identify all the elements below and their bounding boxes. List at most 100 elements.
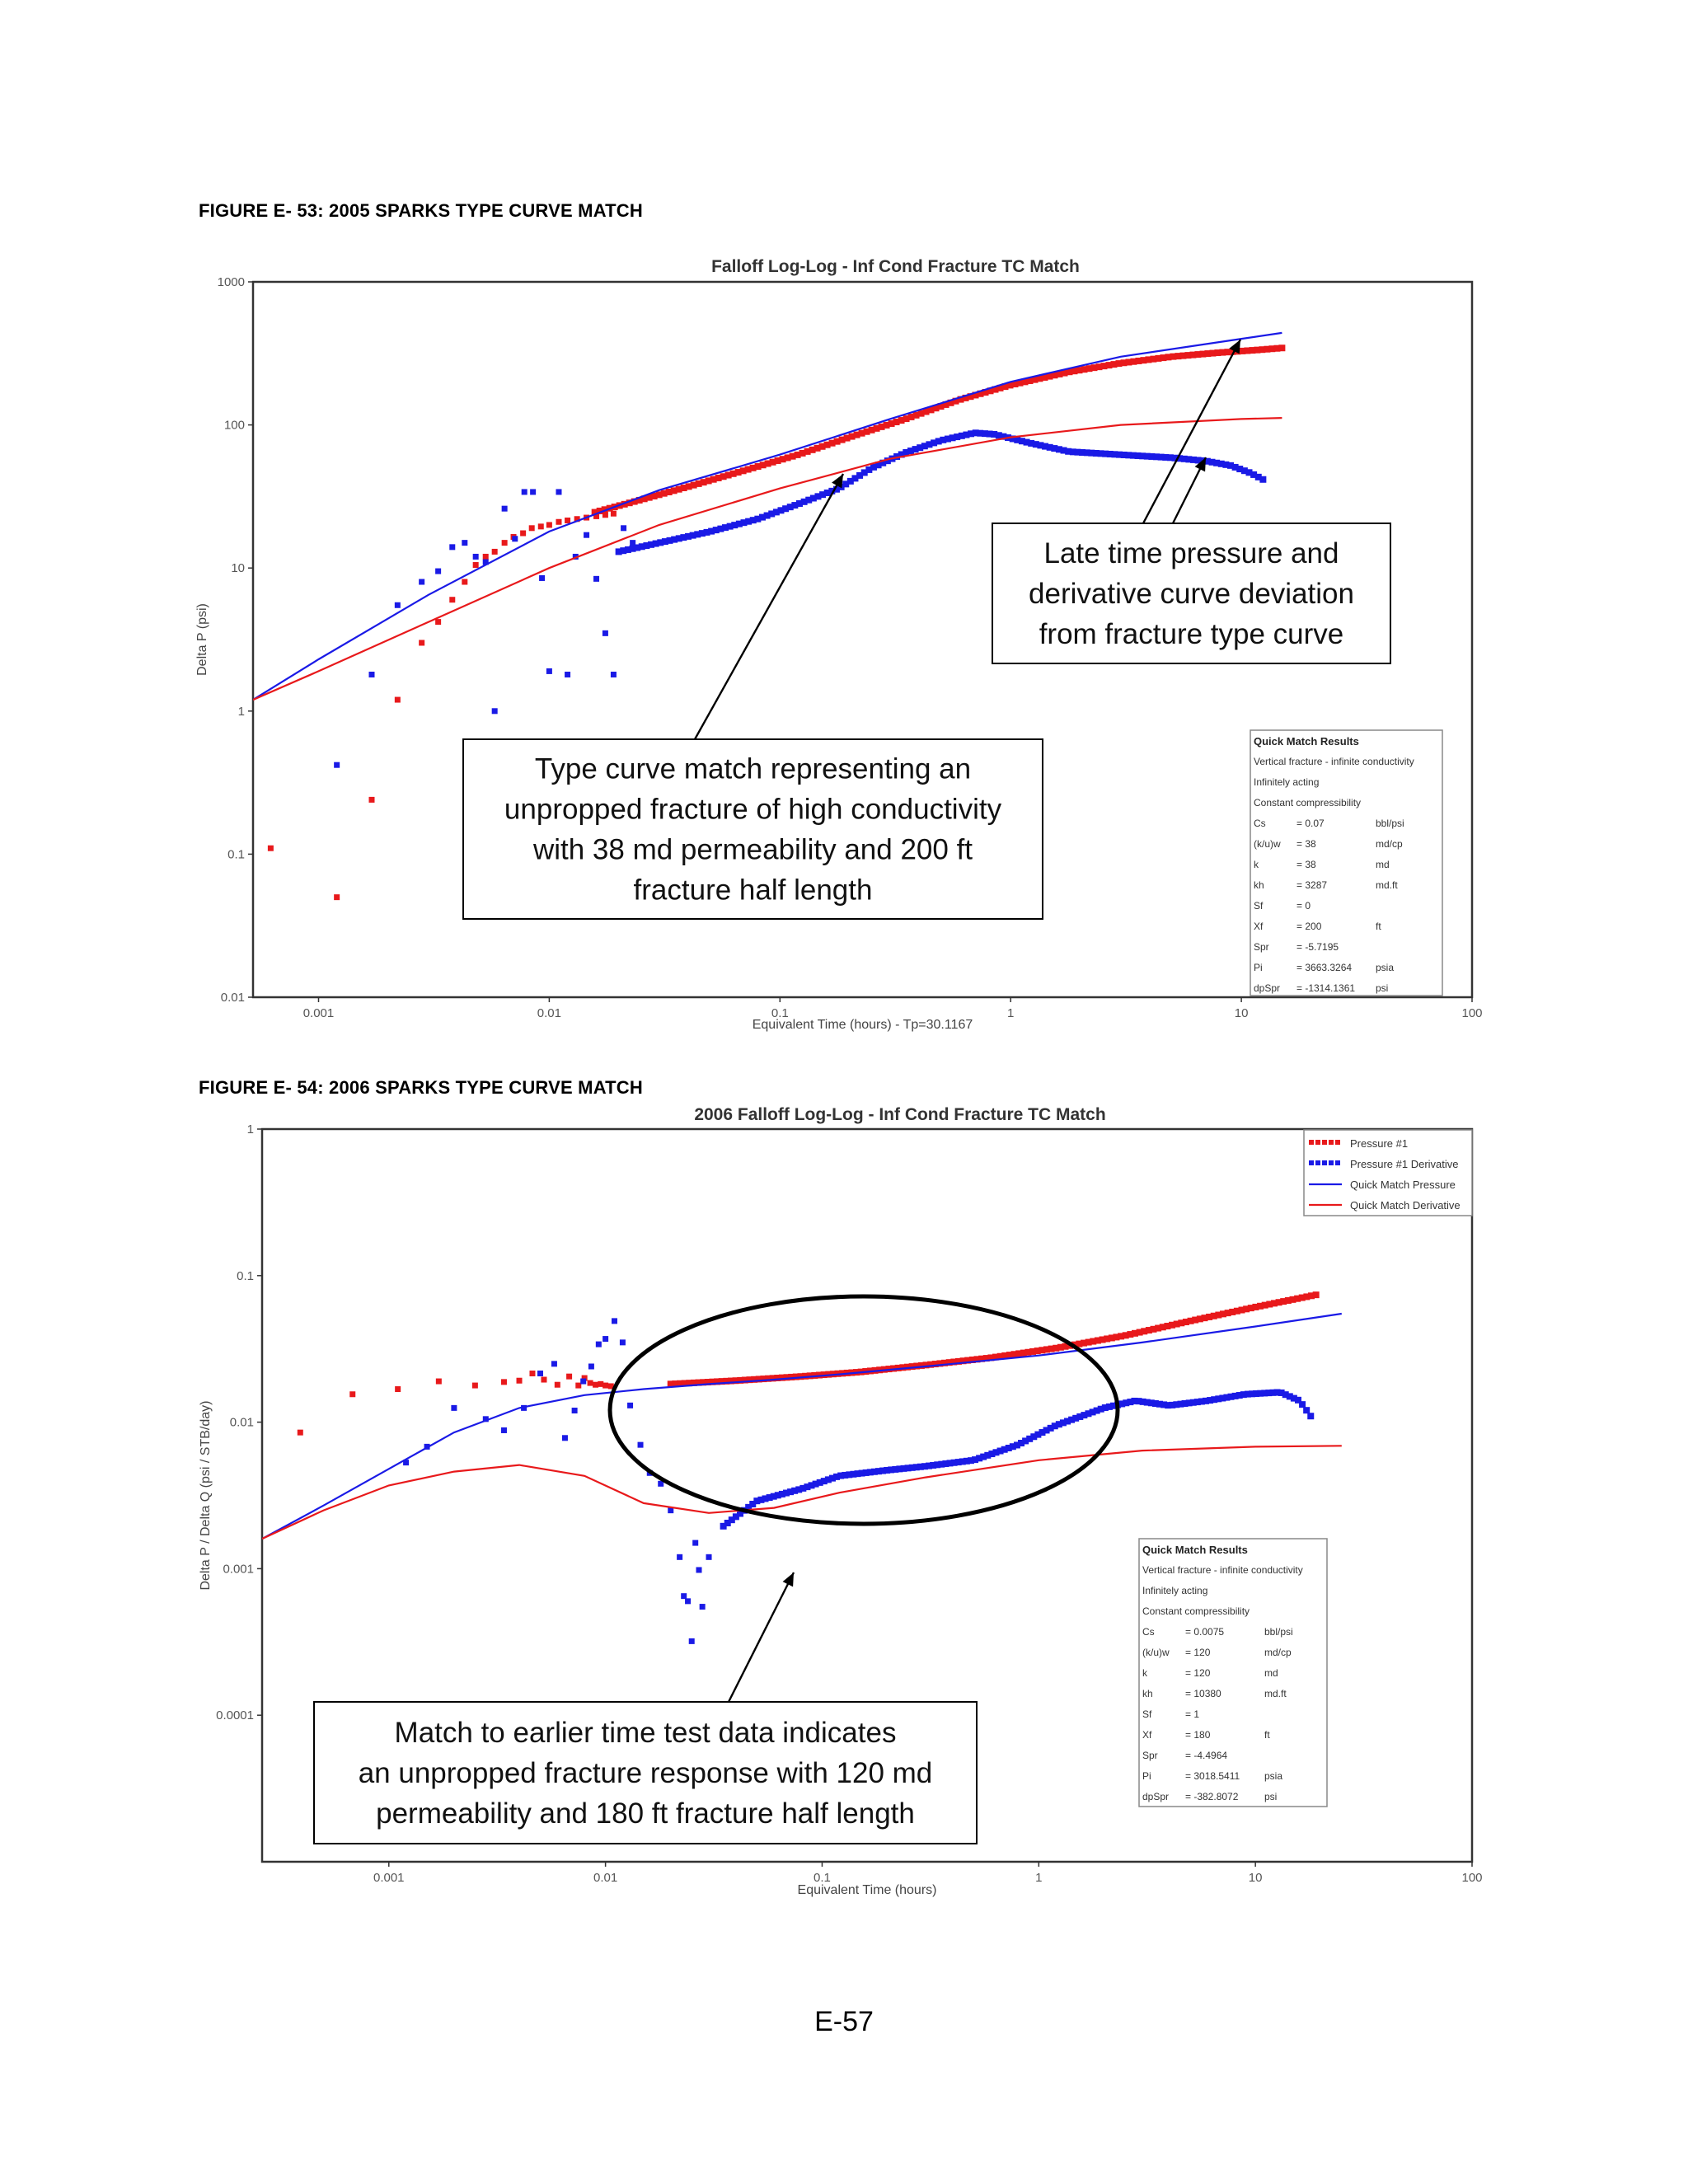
data-point-pressure-1 <box>267 845 274 851</box>
data-point-pressure-1-derivative-late- <box>1153 453 1160 461</box>
data-point-pressure-1-derivative-late- <box>1030 1433 1038 1441</box>
data-point-pressure-1-late- <box>903 415 910 423</box>
data-point-pressure-1-derivative-late- <box>1043 1427 1050 1434</box>
data-point-pressure-1-derivative <box>627 1402 634 1408</box>
series-layer <box>253 331 1286 901</box>
series-line-quick-match-derivative <box>253 417 1282 701</box>
data-point-pressure-1-derivative <box>512 536 518 542</box>
data-point-pressure-1-derivative-late- <box>620 547 627 555</box>
data-point-pressure-1-derivative-late- <box>884 1466 891 1474</box>
data-point-pressure-1 <box>610 510 617 517</box>
data-point-pressure-1-late- <box>858 429 865 437</box>
data-point-pressure-1-derivative-late- <box>1069 448 1076 456</box>
annotation-text: an unpropped fracture response with 120 … <box>359 1757 933 1789</box>
legend-marker <box>1335 1140 1340 1145</box>
data-point-pressure-1-late- <box>665 488 673 495</box>
data-point-pressure-1-derivative-late- <box>762 1495 769 1502</box>
data-point-pressure-1-late- <box>1273 344 1281 352</box>
data-point-pressure-1-derivative-late- <box>954 1459 962 1466</box>
data-point-pressure-1-derivative-late- <box>1236 1392 1243 1399</box>
data-point-pressure-1 <box>603 1382 609 1389</box>
data-point-pressure-1-derivative-late- <box>898 451 905 458</box>
data-point-pressure-1-derivative <box>500 1427 507 1433</box>
data-point-pressure-1-late- <box>1243 1305 1250 1313</box>
data-point-pressure-1-derivative-late- <box>638 543 645 551</box>
data-point-pressure-1-late- <box>631 498 638 505</box>
data-point-pressure-1-derivative-late- <box>991 430 998 438</box>
data-point-pressure-1-late- <box>833 438 841 445</box>
data-point-pressure-1-late- <box>898 417 905 424</box>
results-param-name: Pi <box>1142 1770 1151 1782</box>
data-point-pressure-1-derivative-late- <box>1147 1399 1155 1407</box>
data-point-pressure-1-late- <box>888 419 895 427</box>
data-point-pressure-1-derivative-late- <box>934 1461 941 1469</box>
data-point-pressure-1-derivative-late- <box>726 523 734 530</box>
y-tick-label: 0.1 <box>227 847 245 861</box>
data-point-pressure-1-derivative-late- <box>1059 1419 1067 1427</box>
data-point-pressure-1-derivative-late- <box>842 1471 849 1479</box>
data-point-pressure-1-derivative-late- <box>820 1478 828 1485</box>
data-point-pressure-1-derivative-late- <box>804 1483 811 1491</box>
data-point-pressure-1 <box>482 553 489 560</box>
data-point-pressure-1-derivative-late- <box>1081 1412 1088 1419</box>
data-point-pressure-1-derivative-late- <box>888 1466 895 1474</box>
data-point-pressure-1-late- <box>1308 1292 1315 1300</box>
data-point-pressure-1-derivative-late- <box>921 443 928 450</box>
data-point-pressure-1-derivative-late- <box>774 1492 781 1499</box>
data-point-pressure-1-derivative <box>637 1441 644 1448</box>
results-param-name: Spr <box>1254 941 1269 953</box>
data-point-pressure-1-derivative-late- <box>892 1465 899 1473</box>
data-point-pressure-1-late- <box>913 1362 921 1370</box>
data-point-pressure-1-derivative-late- <box>1227 462 1235 469</box>
data-point-pressure-1-derivative-late- <box>1092 449 1100 457</box>
data-point-pressure-1-derivative-late- <box>1177 1400 1184 1408</box>
data-point-pressure-1-late- <box>1043 1346 1050 1353</box>
data-point-pressure-1-derivative-late- <box>808 1482 815 1489</box>
data-point-pressure-1-derivative-late- <box>1185 456 1193 463</box>
data-point-pressure-1-derivative-late- <box>1032 441 1039 448</box>
data-point-pressure-1-derivative-late- <box>879 1467 887 1474</box>
data-point-pressure-1-derivative-late- <box>988 1451 996 1458</box>
data-point-pressure-1-derivative <box>630 540 636 546</box>
data-point-pressure-1-derivative-late- <box>712 527 720 534</box>
data-point-pressure-1-late- <box>907 413 915 420</box>
data-point-pressure-1-derivative-late- <box>731 522 738 529</box>
data-point-pressure-1-late- <box>1219 1310 1226 1318</box>
data-point-pressure-1-derivative <box>451 1404 457 1411</box>
data-point-pressure-1-derivative-late- <box>680 534 687 541</box>
data-point-pressure-1-late- <box>640 495 648 503</box>
results-param-value: = 120 <box>1185 1647 1211 1658</box>
data-point-pressure-1-derivative-late- <box>1046 443 1053 451</box>
results-param-name: Spr <box>1142 1750 1158 1761</box>
data-point-pressure-1-late- <box>1046 373 1053 380</box>
data-point-pressure-1-derivative <box>537 1370 543 1376</box>
data-point-pressure-1-late- <box>1189 351 1197 359</box>
data-point-pressure-1-late- <box>987 1354 995 1361</box>
data-point-pressure-1-derivative-late- <box>963 431 970 438</box>
data-point-pressure-1-derivative <box>530 489 537 495</box>
data-point-pressure-1-derivative-late- <box>708 527 715 535</box>
data-point-pressure-1-derivative-late- <box>745 518 753 525</box>
data-point-pressure-1-late- <box>978 1355 986 1362</box>
data-point-pressure-1-derivative-late- <box>1055 1421 1062 1428</box>
data-point-pressure-1-derivative-late- <box>772 509 780 516</box>
data-point-pressure-1-derivative-late- <box>1000 433 1007 440</box>
data-point-pressure-1-late- <box>1204 350 1212 358</box>
annotation-text: permeability and 180 ft fracture half le… <box>376 1797 915 1830</box>
results-param-value: = 120 <box>1185 1667 1211 1679</box>
data-point-pressure-1-late- <box>1090 1338 1097 1345</box>
data-point-pressure-1-derivative-late- <box>1240 467 1248 475</box>
results-param-value: = 0 <box>1296 900 1311 912</box>
data-point-pressure-1-late- <box>672 1380 679 1388</box>
x-tick-label: 0.1 <box>814 1871 831 1885</box>
data-point-pressure-1-late- <box>778 1374 785 1381</box>
data-point-pressure-1-derivative-late- <box>884 457 891 465</box>
data-point-pressure-1-late- <box>848 433 856 440</box>
data-point-pressure-1 <box>581 1375 588 1381</box>
data-point-pressure-1-derivative-late- <box>1176 455 1184 462</box>
data-point-pressure-1 <box>491 548 498 555</box>
x-axis-label: Equivalent Time (hours) - Tp=30.1167 <box>753 1018 973 1032</box>
data-point-pressure-1-derivative-late- <box>1244 1390 1251 1398</box>
data-point-pressure-1-derivative-late- <box>858 1469 865 1477</box>
data-point-pressure-1-derivative-late- <box>1118 1400 1126 1408</box>
